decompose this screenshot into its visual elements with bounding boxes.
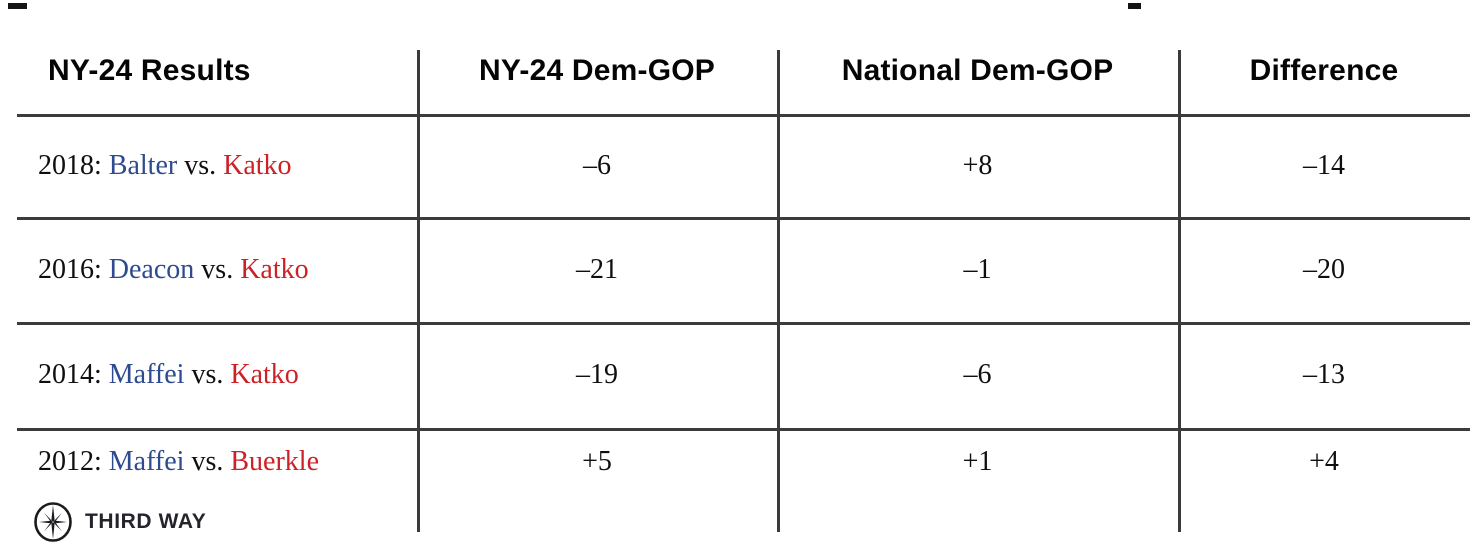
gop-candidate: Buerkle <box>230 446 320 477</box>
gop-candidate: Katko <box>230 359 299 390</box>
dem-candidate: Balter <box>108 149 178 181</box>
compass-star-icon <box>33 501 73 543</box>
table-row-label-2012: 2012: Maffei vs. Buerkle <box>17 428 417 530</box>
column-header-ny24-dem-gop: NY-24 Dem-GOP <box>478 54 715 87</box>
results-table: NY-24 Results NY-24 Dem-GOP National Dem… <box>17 28 1470 530</box>
row-divider <box>17 217 1470 220</box>
corner-mark-right <box>1128 3 1141 9</box>
corner-mark-left <box>8 3 27 9</box>
brand-name: THIRD WAY <box>85 510 207 533</box>
table-row-label-2014: 2014: Maffei vs. Katko <box>17 322 417 428</box>
national-margin-2012: +1 <box>962 446 993 477</box>
row-year: 2012: <box>38 446 102 477</box>
ny24-margin-2016: –21 <box>576 253 618 285</box>
difference-2014: –13 <box>1303 359 1345 390</box>
column-header-difference: Difference <box>1249 54 1399 87</box>
vs-text: vs. <box>191 446 224 477</box>
vs-text: vs. <box>201 253 234 285</box>
header-underline <box>17 114 1470 117</box>
gop-candidate: Katko <box>240 253 309 285</box>
table-row-label-2016: 2016: Deacon vs. Katko <box>17 217 417 322</box>
table-row-label-2018: 2018: Balter vs. Katko <box>17 114 417 217</box>
difference-2016: –20 <box>1303 253 1345 285</box>
row-year: 2018: <box>38 149 102 181</box>
ny24-margin-2012: +5 <box>582 446 612 477</box>
dem-candidate: Deacon <box>108 253 195 285</box>
dem-candidate: Maffei <box>108 446 185 477</box>
column-divider <box>1178 50 1181 532</box>
difference-2012: +4 <box>1309 446 1339 477</box>
column-header-ny24-results: NY-24 Results <box>48 54 251 87</box>
ny24-margin-2018: –6 <box>583 149 611 181</box>
row-divider <box>17 322 1470 325</box>
vs-text: vs. <box>191 359 224 390</box>
difference-2018: –14 <box>1303 149 1345 181</box>
national-margin-2016: –1 <box>963 253 992 285</box>
column-divider <box>417 50 420 532</box>
column-header-national-dem-gop: National Dem-GOP <box>841 54 1114 87</box>
row-year: 2014: <box>38 359 102 390</box>
vs-text: vs. <box>184 149 217 181</box>
row-divider <box>17 428 1470 431</box>
ny24-margin-2014: –19 <box>576 359 618 390</box>
row-year: 2016: <box>38 253 102 285</box>
dem-candidate: Maffei <box>108 359 185 390</box>
third-way-logo: THIRD WAY <box>33 501 206 543</box>
column-divider <box>777 50 780 532</box>
national-margin-2014: –6 <box>963 359 992 390</box>
national-margin-2018: +8 <box>962 149 993 181</box>
gop-candidate: Katko <box>223 149 292 181</box>
